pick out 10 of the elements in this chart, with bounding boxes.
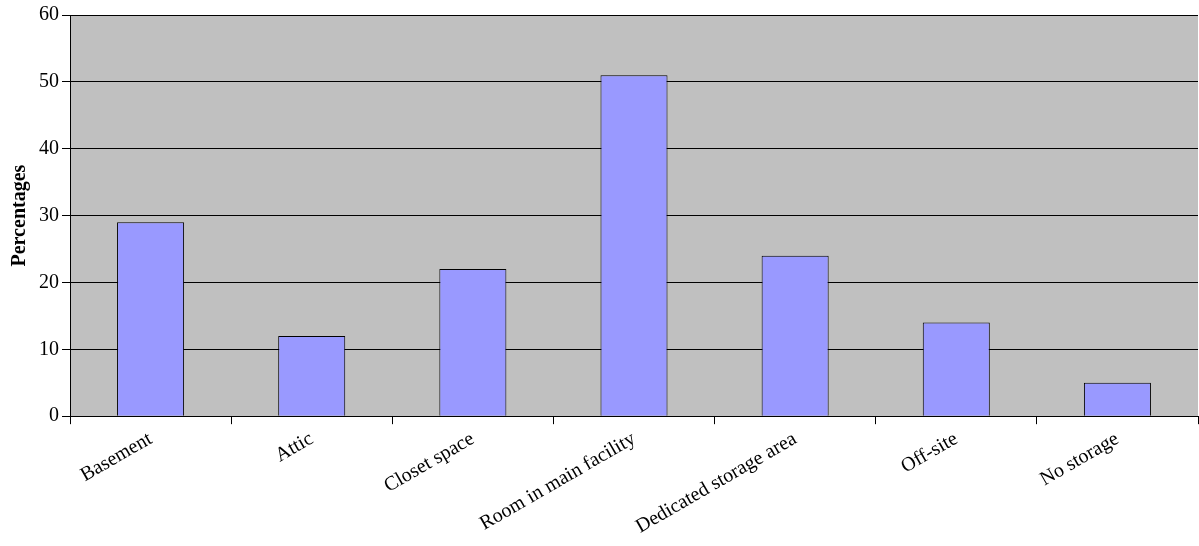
y-tick-label: 60 <box>39 2 59 25</box>
y-tick-label: 40 <box>39 135 59 158</box>
x-tick-label: Attic <box>270 426 317 466</box>
y-tick-label: 20 <box>39 269 59 292</box>
y-axis-title: Percentages <box>7 164 31 267</box>
y-tick-label: 30 <box>39 202 59 225</box>
y-tick-label: 10 <box>39 336 59 359</box>
y-tick-label: 0 <box>49 403 59 426</box>
y-tick-label: 50 <box>39 69 59 92</box>
x-tick-label: Closet space <box>379 426 479 497</box>
